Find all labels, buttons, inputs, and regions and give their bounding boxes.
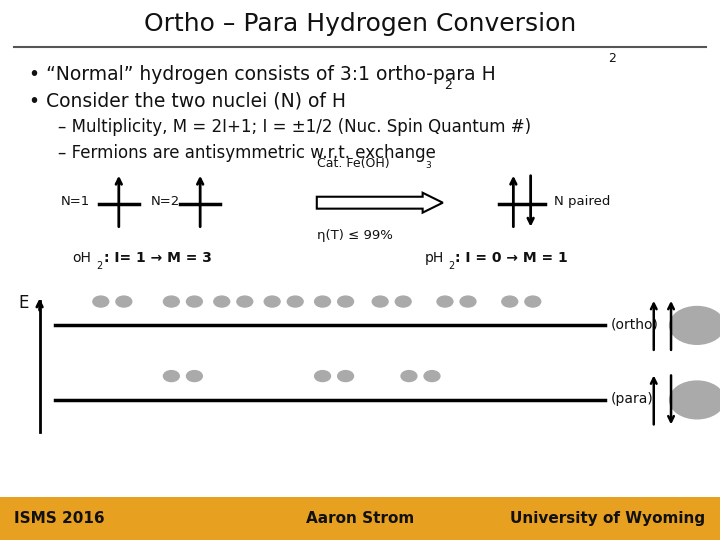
Text: University of Wyoming: University of Wyoming xyxy=(510,511,706,526)
Text: 2: 2 xyxy=(96,261,103,271)
Circle shape xyxy=(163,370,179,382)
Text: • Consider the two nuclei (N) of H: • Consider the two nuclei (N) of H xyxy=(29,92,346,111)
Circle shape xyxy=(401,370,417,382)
Text: : I = 0 → M = 1: : I = 0 → M = 1 xyxy=(455,251,568,265)
Text: – Fermions are antisymmetric w.r.t. exchange: – Fermions are antisymmetric w.r.t. exch… xyxy=(58,144,436,162)
Circle shape xyxy=(186,370,202,382)
Text: N=1: N=1 xyxy=(61,195,91,208)
Text: ISMS 2016: ISMS 2016 xyxy=(14,511,105,526)
Circle shape xyxy=(424,370,440,382)
Text: η(T) ≤ 99%: η(T) ≤ 99% xyxy=(317,228,392,241)
Circle shape xyxy=(395,296,411,307)
Circle shape xyxy=(338,296,354,307)
Text: : I= 1 → M = 3: : I= 1 → M = 3 xyxy=(104,251,212,265)
Circle shape xyxy=(237,296,253,307)
Circle shape xyxy=(287,296,303,307)
Circle shape xyxy=(338,370,354,382)
Circle shape xyxy=(214,296,230,307)
Circle shape xyxy=(315,370,330,382)
Circle shape xyxy=(93,296,109,307)
Text: pH: pH xyxy=(425,251,444,265)
Text: 3: 3 xyxy=(425,161,431,170)
Text: – Multiplicity, M = 2I+1; I = ±1/2 (Nuc. Spin Quantum #): – Multiplicity, M = 2I+1; I = ±1/2 (Nuc.… xyxy=(58,118,531,136)
Text: oH: oH xyxy=(72,251,91,265)
Text: 2: 2 xyxy=(444,79,452,92)
Circle shape xyxy=(163,296,179,307)
Text: (para): (para) xyxy=(611,392,653,406)
Circle shape xyxy=(264,296,280,307)
Text: 2: 2 xyxy=(448,261,454,271)
Circle shape xyxy=(186,296,202,307)
Circle shape xyxy=(315,296,330,307)
Circle shape xyxy=(116,296,132,307)
Text: N paired: N paired xyxy=(554,195,611,208)
Text: N=2: N=2 xyxy=(151,195,181,208)
Text: Cat. Fe(OH): Cat. Fe(OH) xyxy=(317,157,390,170)
Circle shape xyxy=(525,296,541,307)
Circle shape xyxy=(670,381,720,419)
Text: • “Normal” hydrogen consists of 3:1 ortho-para H: • “Normal” hydrogen consists of 3:1 orth… xyxy=(29,65,495,84)
Circle shape xyxy=(670,307,720,345)
Text: E: E xyxy=(19,294,29,312)
Circle shape xyxy=(437,296,453,307)
Text: Ortho – Para Hydrogen Conversion: Ortho – Para Hydrogen Conversion xyxy=(144,12,576,36)
Circle shape xyxy=(372,296,388,307)
Circle shape xyxy=(502,296,518,307)
Text: (ortho): (ortho) xyxy=(611,318,658,332)
Text: 2: 2 xyxy=(608,52,616,65)
Circle shape xyxy=(460,296,476,307)
FancyArrow shape xyxy=(317,193,443,213)
Text: Aaron Strom: Aaron Strom xyxy=(306,511,414,526)
